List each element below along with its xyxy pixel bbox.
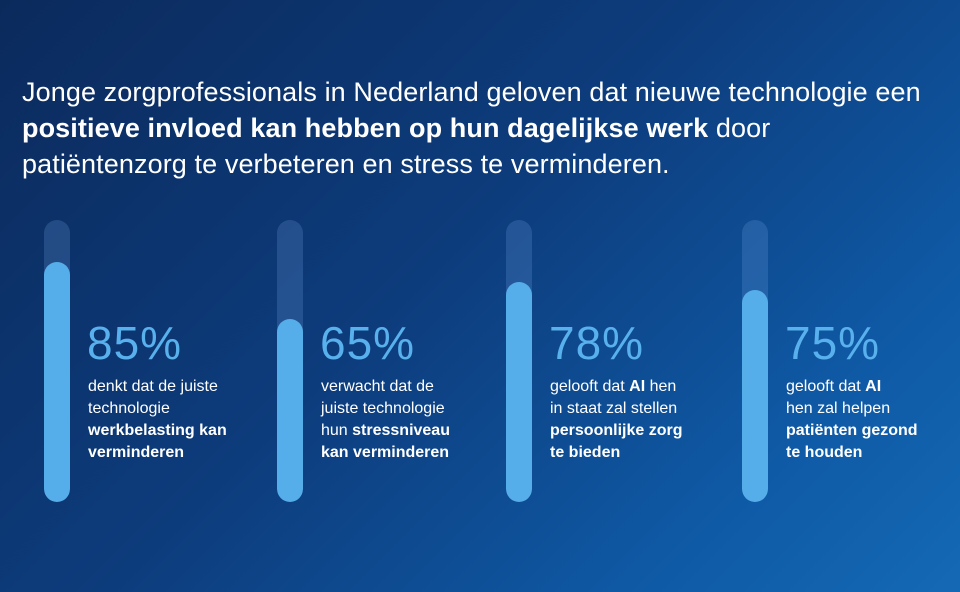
percentage-label: 65% [320,317,416,369]
bar-track [44,220,70,502]
percentage-label: 85% [87,317,183,369]
bar-fill [44,262,70,502]
headline-part1: Jonge zorgprofessionals in Nederland gel… [22,77,921,107]
stat-description: gelooft dat AI hen zal helpen patiënten ge… [786,378,918,461]
bar-fill [506,282,532,502]
bar-fill [277,319,303,502]
headline-part2: door patiëntenzorg te verbeteren en stre… [22,113,771,179]
percentage-label: 75% [785,317,881,369]
bar-track [506,220,532,502]
percentage-label: 78% [549,317,645,369]
headline: Jonge zorgprofessionals in Nederland gel… [22,74,942,182]
headline-bold: positieve invloed kan hebben op hun dage… [22,113,709,143]
stat-description: verwacht dat de juiste technologie hun str… [321,378,450,461]
bar-track [277,220,303,502]
stat-description: denkt dat de juiste technologie werkbelast… [88,378,227,461]
bar-track [742,220,768,502]
stat-description: gelooft dat AI hen in staat zal stellen pe… [550,378,683,461]
bar-fill [742,290,768,502]
